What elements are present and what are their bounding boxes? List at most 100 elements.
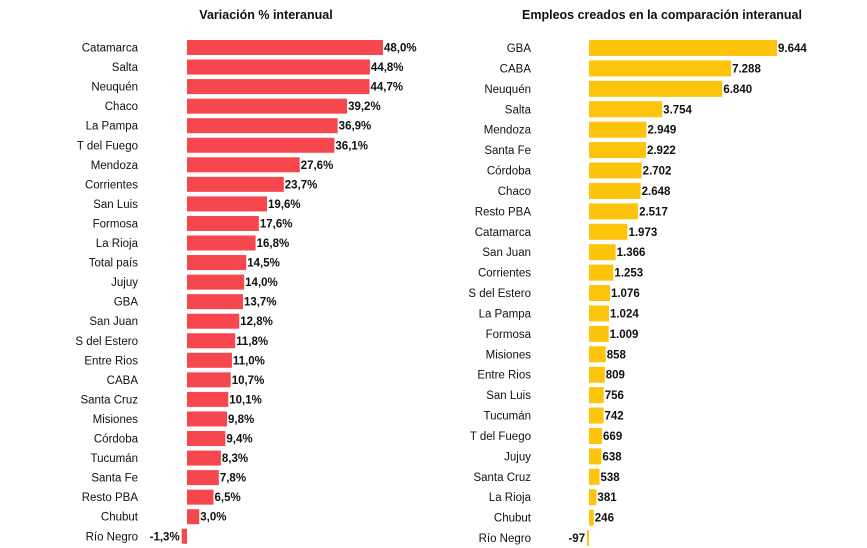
value-label: 14,0% [245, 277, 278, 289]
bar [589, 325, 609, 342]
category-label: Mendoza [484, 125, 532, 137]
value-label: 17,6% [260, 218, 293, 230]
chart-title-variacion: Variación % interanual [199, 8, 333, 22]
value-label: 2.517 [639, 206, 668, 218]
value-label: 742 [604, 411, 623, 423]
bar [187, 450, 221, 466]
value-label: 2.922 [647, 145, 676, 157]
category-label: Misiones [93, 414, 139, 426]
chart-variacion-panel: Variación % interanual Catamarca 48,0% Sal… [0, 0, 430, 548]
bar [589, 203, 639, 220]
bar [187, 274, 245, 290]
value-label: 1.009 [610, 329, 639, 341]
category-label: GBA [114, 297, 139, 309]
value-label: 2.702 [643, 166, 672, 178]
bar [187, 470, 219, 486]
bar [589, 407, 604, 424]
value-label: 44,8% [371, 62, 404, 74]
category-label: Entre Rios [84, 355, 138, 367]
value-label: 8,3% [222, 453, 248, 465]
category-label: Santa Fe [91, 473, 138, 485]
category-label: S del Estero [75, 336, 138, 348]
value-label: 9,8% [228, 414, 254, 426]
category-label: Resto PBA [82, 492, 139, 504]
bar [589, 468, 600, 485]
value-label: 246 [595, 513, 614, 525]
category-label: Neuquén [484, 84, 531, 96]
bar [187, 79, 370, 95]
bar [589, 305, 609, 322]
value-label: 10,1% [229, 394, 262, 406]
category-label: Jujuy [504, 451, 531, 463]
bar [589, 346, 606, 363]
value-label: 2.648 [642, 186, 671, 198]
chart-variacion: Catamarca 48,0% Salta 44,8% Neuquén 44,7% Chac… [75, 40, 417, 544]
category-label: Total país [89, 258, 138, 270]
bar [589, 101, 663, 118]
category-label: Entre Rios [477, 370, 531, 382]
category-label: La Rioja [489, 492, 532, 504]
value-label: 14,5% [247, 258, 280, 270]
category-label: Río Negro [479, 533, 531, 545]
bar [589, 244, 616, 261]
category-label: Tucumán [90, 453, 138, 465]
category-label: Córdoba [487, 166, 532, 178]
category-label: Corrientes [478, 268, 531, 280]
value-label: 36,1% [335, 140, 368, 152]
value-label: 13,7% [244, 297, 277, 309]
bar [187, 157, 300, 173]
category-label: T del Fuego [470, 431, 531, 443]
bar [587, 530, 589, 547]
category-label: Formosa [93, 218, 139, 230]
category-label: La Rioja [96, 238, 139, 250]
bar [589, 40, 777, 56]
category-label: Neuquén [91, 82, 138, 94]
value-label: 11,0% [233, 355, 265, 367]
value-label: 1.253 [614, 268, 643, 280]
value-label: 538 [600, 472, 620, 484]
bar [187, 431, 226, 446]
value-label: 1.076 [611, 288, 640, 300]
bar [187, 352, 232, 368]
bar [589, 285, 610, 302]
bar [589, 80, 723, 97]
category-label: Chaco [498, 186, 531, 198]
value-label: 9.644 [778, 43, 807, 55]
category-label: La Pampa [479, 308, 532, 320]
value-label: 27,6% [301, 160, 334, 172]
category-label: CABA [500, 63, 532, 75]
value-label: 6.840 [723, 84, 752, 96]
value-label: 669 [603, 431, 622, 443]
value-label: 3,0% [200, 512, 226, 524]
value-label: 9,4% [226, 434, 252, 446]
category-label: Corrientes [85, 179, 138, 191]
bar [589, 182, 641, 199]
value-label: -1,3% [150, 531, 180, 543]
bar [589, 223, 628, 240]
value-label: 11,8% [236, 336, 268, 348]
bar [589, 60, 732, 77]
category-label: Salta [505, 104, 532, 116]
category-label: Catamarca [475, 227, 532, 239]
value-label: 48,0% [384, 43, 417, 55]
chart-empleos-panel: Empleos creados en la comparación intera… [430, 0, 867, 548]
bar [187, 137, 335, 153]
category-label: Córdoba [94, 434, 139, 446]
category-label: Tucumán [483, 411, 531, 423]
bar [187, 98, 348, 114]
bar [589, 162, 642, 179]
category-label: Catamarca [82, 43, 139, 55]
bar [187, 372, 231, 388]
category-label: Mendoza [91, 160, 139, 172]
value-label: 2.949 [647, 125, 676, 137]
category-label: CABA [107, 375, 139, 387]
bar [589, 121, 647, 138]
category-label: La Pampa [86, 121, 139, 133]
value-label: 381 [597, 492, 617, 504]
value-label: 44,7% [371, 82, 404, 94]
category-label: San Luis [486, 390, 531, 402]
category-label: San Luis [93, 199, 138, 211]
value-label: 3.754 [663, 104, 692, 116]
category-label: Santa Cruz [473, 472, 531, 484]
bar [187, 255, 247, 271]
